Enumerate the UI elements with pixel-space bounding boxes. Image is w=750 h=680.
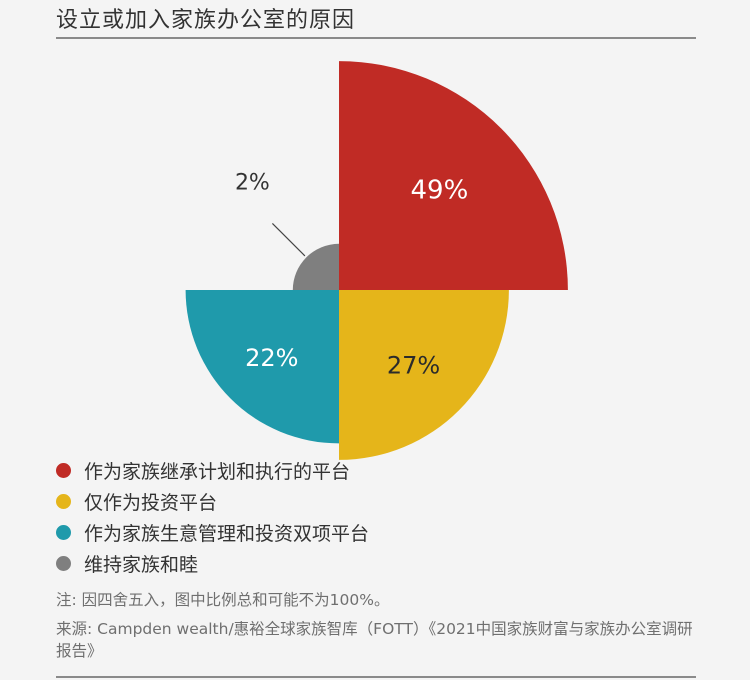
slice-business-and-investment [185,290,339,444]
legend: 作为家族继承计划和执行的平台 仅作为投资平台 作为家族生意管理和投资双项平台 维… [56,455,369,579]
label-family-harmony: 2% [235,170,270,195]
legend-item-business-and-investment: 作为家族生意管理和投资双项平台 [56,517,369,548]
legend-label: 仅作为投资平台 [84,492,218,514]
chart-title: 设立或加入家族办公室的原因 [56,8,356,33]
legend-label: 作为家族继承计划和执行的平台 [84,461,351,483]
legend-dot [56,494,71,509]
bottom-divider [56,676,696,678]
legend-label: 维持家族和睦 [84,554,199,576]
legend-label: 作为家族生意管理和投资双项平台 [84,523,370,545]
legend-item-investment-platform: 仅作为投资平台 [56,486,369,517]
legend-dot [56,463,71,478]
slice-family-harmony [292,243,339,290]
legend-dot [56,556,71,571]
label-business-and-investment: 22% [245,344,298,372]
slice-succession-platform [339,61,568,290]
source-citation: 来源: Campden wealth/惠裕全球家族智库（FOTT）《2021中国… [56,620,693,660]
footnote: 注: 因四舍五入，图中比例总和可能不为100%。 [56,591,390,609]
legend-dot [56,525,71,540]
legend-item-succession-platform: 作为家族继承计划和执行的平台 [56,455,369,486]
legend-item-family-harmony: 维持家族和睦 [56,548,369,579]
leader-line-family-harmony [271,222,306,257]
slice-investment-platform [339,290,509,460]
label-investment-platform: 27% [387,352,440,380]
top-divider [56,37,696,39]
label-succession-platform: 49% [411,176,469,206]
